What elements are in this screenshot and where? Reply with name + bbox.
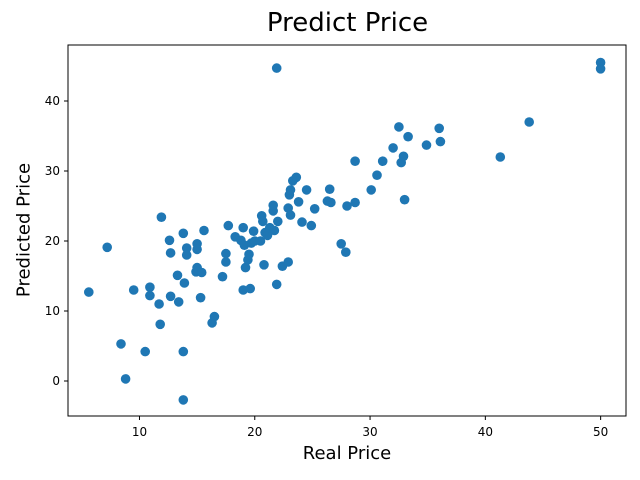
chart-title: Predict Price [266,8,429,38]
data-point [341,247,351,257]
data-point [273,216,283,227]
data-point [366,185,377,195]
data-points [84,57,606,405]
x-tick-label: 40 [478,425,493,439]
data-point [221,257,231,267]
data-point [301,185,312,195]
data-point [248,226,259,236]
x-tick-label: 50 [593,425,608,439]
data-point [181,243,192,253]
data-point [258,216,268,227]
data-point [165,291,176,302]
data-point [324,184,335,194]
y-tick-label: 20 [45,234,60,248]
data-point [350,156,360,166]
data-point [181,250,192,260]
data-point [199,225,209,236]
axes-frame [67,44,627,417]
y-tick-label: 40 [45,94,60,108]
data-point [116,339,126,349]
data-point [306,220,317,231]
data-point [245,283,255,294]
data-point [271,63,282,73]
y-tick-label: 30 [45,164,60,178]
data-point [165,248,176,258]
data-point [244,249,254,260]
y-axis-ticks: 0 10 20 30 40 [45,94,68,388]
data-point [388,143,398,153]
data-point [399,194,410,205]
data-point [595,64,606,74]
data-point [285,210,296,220]
y-axis-label: Predicted Price [13,162,35,298]
data-point [178,395,189,405]
data-point [326,197,336,208]
data-point [145,282,155,293]
data-point [179,278,190,288]
data-point [372,170,382,180]
data-point [140,346,150,357]
data-point [398,151,409,162]
data-point [434,123,445,134]
data-point [394,122,404,132]
data-point [154,299,164,309]
data-point [178,228,189,239]
data-point [255,236,266,246]
data-point [178,346,189,357]
y-tick-label: 10 [45,304,60,318]
data-point [283,257,294,267]
x-axis-label: Real Price [302,443,392,464]
data-point [403,131,413,142]
data-point [524,117,534,127]
data-point [259,260,269,270]
data-point [240,262,251,273]
data-point [145,290,155,301]
data-point [435,136,446,147]
y-tick-label: 0 [52,374,60,388]
data-point [209,311,220,322]
data-point [262,230,273,241]
x-tick-label: 30 [362,425,377,439]
data-point [120,374,131,384]
data-point [293,197,304,207]
data-point [271,279,282,290]
data-point [128,285,139,295]
data-point [309,204,320,214]
data-point [342,201,352,211]
data-point [217,271,228,282]
data-point [173,297,184,307]
x-tick-label: 20 [247,425,262,439]
data-point [421,140,432,150]
data-point [238,222,248,233]
data-point [291,172,302,183]
data-point [164,235,175,246]
data-point [192,244,202,255]
data-point [196,267,207,278]
data-point [336,239,347,249]
data-point [285,185,296,195]
x-axis-ticks: 10 20 30 40 50 [132,416,608,439]
data-point [268,200,279,211]
data-point [377,156,388,166]
data-point [221,248,231,259]
data-point [297,217,307,227]
data-point [195,292,206,303]
data-point [102,242,112,253]
data-point [84,287,94,297]
data-point [495,152,506,162]
data-point [223,220,234,231]
data-point [269,225,280,236]
data-point [156,212,167,222]
x-tick-label: 10 [132,425,147,439]
data-point [155,319,165,330]
data-point [350,197,360,208]
data-point [172,270,183,281]
